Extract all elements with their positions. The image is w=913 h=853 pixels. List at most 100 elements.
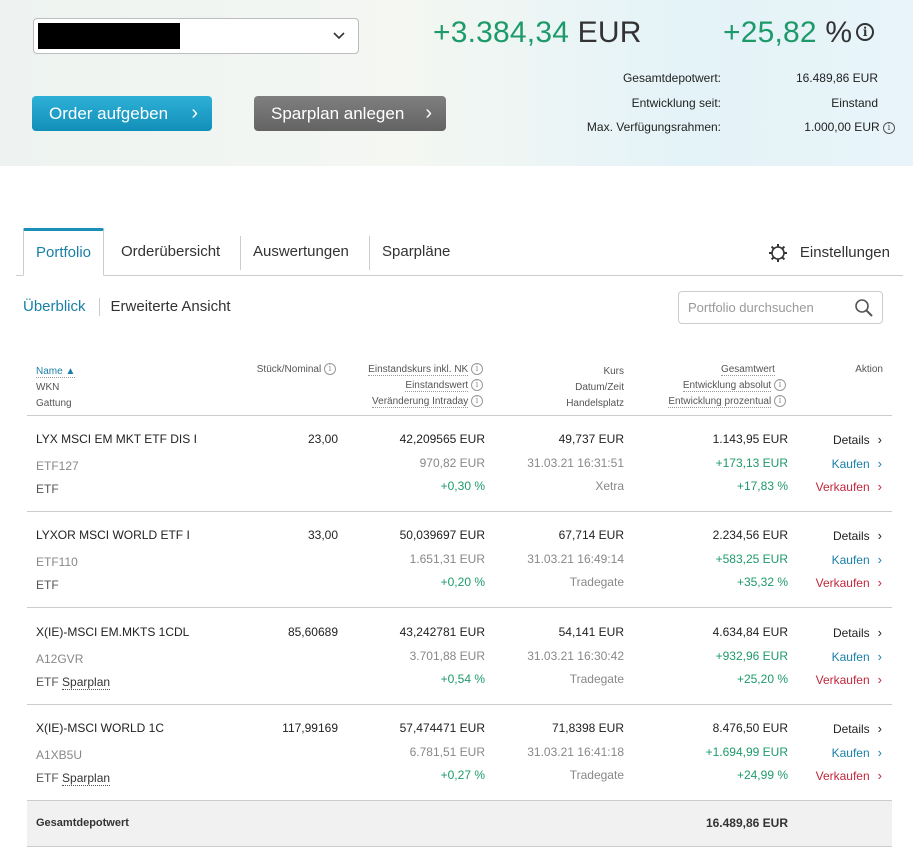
info-icon[interactable]: i [471,395,483,408]
order-button[interactable]: Order aufgeben › [32,96,212,131]
chevron-down-icon [333,32,345,40]
info-icon[interactable]: i [324,363,336,376]
column-header-kurs: Kurs Datum/Zeit Handelsplatz [566,366,624,409]
view-overview-link[interactable]: Überblick [23,298,86,315]
details-link[interactable]: Details › [832,625,882,640]
kv-label-gesamtdepotwert: Gesamtdepotwert: [622,71,721,85]
main-tabs: Portfolio Orderübersicht Auswertungen Sp… [16,228,903,276]
chevron-right-icon: › [191,102,198,124]
einstandswert-value: 970,82 EUR [419,455,485,470]
kurs-datetime: 31.03.21 16:31:51 [527,455,624,470]
kv-value-verfuegungsrahmen: 1.000,00 EUR i [804,120,895,134]
security-name[interactable]: LYXOR MSCI WORLD ETF I [36,528,190,542]
kv-value-gesamtdepotwert: 16.489,86 EUR [795,71,878,85]
sort-by-name-link[interactable]: Name ▲ [36,366,76,378]
einstandswert-value: 1.651,31 EUR [409,551,485,566]
sell-link[interactable]: Verkaufen › [815,575,882,590]
entwicklung-prozentual: +25,20 % [736,672,788,686]
stueck-value: 117,99169 [282,721,338,735]
buy-link[interactable]: Kaufen › [831,744,882,760]
tab-divider [240,236,241,270]
column-header-stueck: Stück/Nominal i [257,362,336,378]
kv-label-verfuegungsrahmen: Max. Verfügungsrahmen: [586,120,721,134]
info-icon[interactable]: i [471,363,483,376]
details-link[interactable]: Details › [832,528,882,543]
tab-auswertungen[interactable]: Auswertungen [253,243,349,260]
gesamtwert-value: 8.476,50 EUR [712,721,788,735]
divider [27,607,892,608]
gesamtwert-value: 2.234,56 EUR [712,528,788,542]
kurs-value: 49,737 EUR [558,432,624,446]
info-icon[interactable]: i [883,121,895,134]
entwicklung-prozentual: +35,32 % [736,575,788,589]
buy-link[interactable]: Kaufen › [831,648,882,664]
details-link[interactable]: Details › [832,721,882,736]
divider [27,415,892,416]
security-name[interactable]: LYX MSCI EM MKT ETF DIS I [36,432,197,446]
total-value: 16.489,86 EUR [705,816,788,830]
sparplan-badge[interactable]: Sparplan [62,675,111,690]
total-change-absolute: +3.384,34 EUR [433,16,642,49]
divider [27,704,892,705]
handelsplatz: Xetra [595,479,624,493]
info-icon[interactable]: i [774,379,786,392]
security-wkn: ETF110 [36,554,78,569]
chevron-right-icon: › [877,768,882,783]
gesamtwert-value: 4.634,84 EUR [712,625,788,639]
sparplan-badge[interactable]: Sparplan [62,771,111,786]
tab-divider [369,236,370,270]
info-icon[interactable]: i [774,395,786,408]
chevron-right-icon: › [877,648,882,664]
search-input[interactable] [679,292,839,323]
chevron-right-icon: › [877,721,882,736]
chevron-right-icon: › [877,455,882,471]
tab-portfolio[interactable]: Portfolio [23,228,105,276]
divider [27,800,892,801]
kurs-datetime: 31.03.21 16:41:18 [527,744,624,759]
tab-orderuebersicht[interactable]: Orderübersicht [121,243,221,260]
chevron-right-icon: › [877,551,882,567]
chevron-right-icon: › [877,479,882,494]
einstandswert-value: 3.701,88 EUR [409,648,485,663]
security-wkn: ETF127 [36,458,79,473]
depot-select[interactable] [33,18,359,54]
entwicklung-absolut: +932,96 EUR [715,648,788,663]
info-icon[interactable]: i [471,379,483,392]
kurs-datetime: 31.03.21 16:49:14 [527,551,624,566]
stueck-value: 23,00 [307,432,338,446]
sell-link[interactable]: Verkaufen › [815,768,882,783]
buy-link[interactable]: Kaufen › [831,455,882,471]
kurs-datetime: 31.03.21 16:30:42 [527,648,624,663]
buy-link[interactable]: Kaufen › [831,551,882,567]
entwicklung-absolut: +173,13 EUR [715,455,788,470]
security-wkn: A1XB5U [36,747,83,762]
settings-button[interactable]: Einstellungen [768,228,890,277]
security-gattung: ETF Sparplan [36,675,111,690]
sparplan-button[interactable]: Sparplan anlegen › [254,96,446,131]
column-header-name: Name ▲ WKN Gattung [36,366,76,409]
sell-link[interactable]: Verkaufen › [815,672,882,687]
security-wkn: A12GVR [36,651,84,666]
tab-sparplaene[interactable]: Sparpläne [382,243,451,260]
total-label: Gesamtdepotwert [36,817,129,829]
search-icon[interactable] [854,298,874,318]
column-header-gesamtwert: Gesamtwert Entwicklung absolut i Entwick… [668,362,786,410]
chevron-right-icon: › [425,102,432,124]
entwicklung-prozentual: +24,99 % [736,768,788,782]
details-link[interactable]: Details › [832,432,882,447]
sell-link[interactable]: Verkaufen › [815,479,882,494]
entwicklung-absolut: +1.694,99 EUR [705,744,788,759]
divider [98,298,100,317]
security-name[interactable]: X(IE)-MSCI EM.MKTS 1CDL [36,625,190,639]
einstandswert-value: 6.781,51 EUR [409,744,485,759]
info-icon[interactable]: i [856,23,875,41]
entwicklung-prozentual: +17,83 % [736,479,788,493]
intraday-change: +0,27 % [440,768,485,782]
einstandskurs-value: 42,209565 EUR [399,432,485,446]
stueck-value: 33,00 [307,528,338,542]
handelsplatz: Tradegate [569,768,624,782]
security-name[interactable]: X(IE)-MSCI WORLD 1C [36,721,165,735]
chevron-right-icon: › [877,625,882,640]
column-header-aktion: Aktion [855,364,883,375]
view-extended-link[interactable]: Erweiterte Ansicht [110,298,231,315]
